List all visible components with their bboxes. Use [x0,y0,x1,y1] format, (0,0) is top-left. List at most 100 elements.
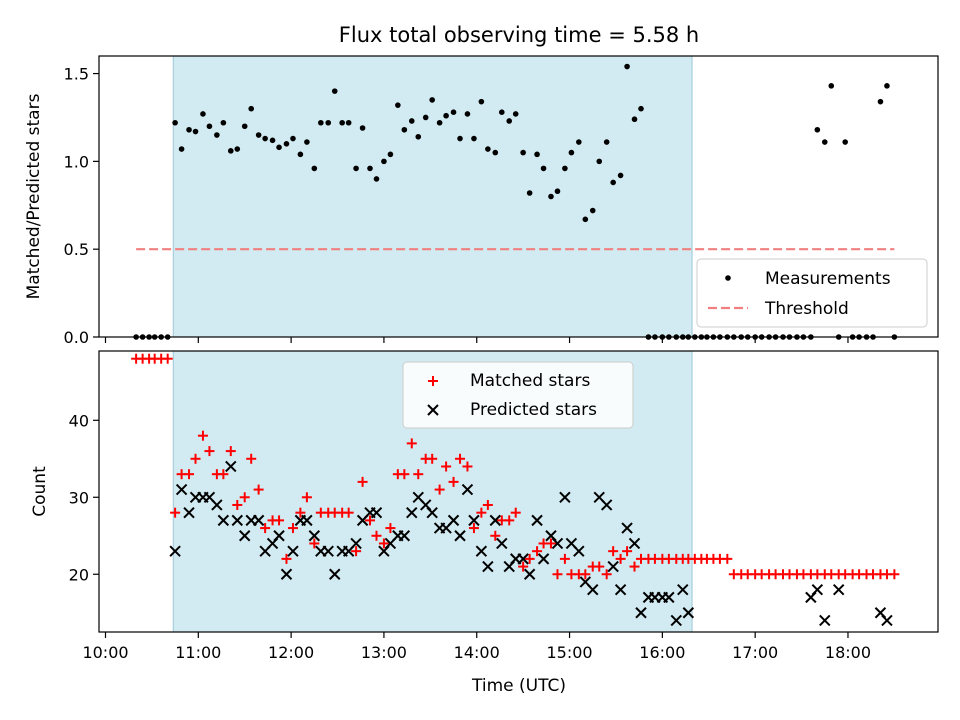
measurement-point [353,165,359,172]
legend-threshold-label: Threshold [764,299,849,319]
predicted-star-marker [329,568,341,580]
predicted-star-stroke-b [308,530,321,542]
measurement-point [304,139,310,145]
measurement-point [821,139,828,145]
predicted-star-marker [225,460,237,473]
measurement-point [842,139,848,145]
predicted-star-marker [447,514,460,527]
predicted-star-stroke-b [489,514,502,527]
x-tick-label: 12:00 [268,643,314,662]
measurement-point [387,151,394,158]
matched-star-marker [232,499,243,510]
measurement-point [582,216,589,223]
matched-star-marker [170,507,181,518]
matched-star-marker [722,553,733,564]
measurement-point [186,126,192,133]
bottom-x-axis: 10:00 11:00 12:00 13:00 14:00 15:00 16:00 17:00… [82,632,871,662]
predicted-star-stroke-b [273,530,285,542]
predicted-star-marker [531,514,543,527]
predicted-star-marker [301,514,313,527]
legend-box [402,361,634,429]
predicted-star-stroke-b [482,560,494,573]
predicted-star-marker [217,514,230,527]
measurement-point [192,128,199,135]
bottom-legend: Matched stars Predicted stars [402,361,634,429]
measurement-point [381,158,387,165]
measurement-point [492,149,499,156]
matched-star-marker [190,453,201,464]
legend-box [696,258,928,328]
measurement-point [227,148,234,154]
x-tick-label: 17:00 [732,643,778,662]
predicted-star-marker [635,607,647,619]
predicted-star-stroke-b [203,491,216,503]
matched-star-marker [351,546,362,557]
predicted-star-stroke-b [565,537,578,550]
measurement-point [214,132,220,138]
matched-star-marker [594,561,605,572]
predicted-star-stroke-b [523,568,536,580]
predicted-star-stroke-b [677,583,689,596]
measurement-point [178,146,185,152]
bottom-panel: 20 30 40 10:00 11:00 12:00 13:00 14:00 15:00 16:… [30,350,939,696]
predicted-star-marker [551,537,564,550]
predicted-star-stroke-b [406,506,418,519]
predicted-star-marker [523,568,536,580]
measurement-point [534,151,540,158]
y-tick-label: 0.5 [64,240,89,259]
matched-star-marker [197,430,208,441]
top-y-axis-label: Matched/Predicted stars [24,93,44,299]
predicted-star-stroke-b [628,537,641,550]
matched-star-marker [301,492,312,503]
measurement-point [568,149,575,156]
measurement-point [877,98,884,105]
predicted-star-stroke-b [670,614,682,627]
matched-star-marker [552,569,563,580]
measurement-point [512,111,519,117]
measurement-point [318,119,324,126]
predicted-star-marker [280,568,293,580]
predicted-star-marker [169,545,181,557]
measurement-point [603,139,610,145]
measurement-point [638,105,644,112]
matched-star-marker [357,476,368,487]
predicted-star-marker [628,537,641,550]
predicted-star-stroke-b [614,583,627,596]
predicted-star-stroke-b [426,506,438,519]
matched-star-marker [260,523,271,534]
legend-predicted-stroke-b [427,404,439,416]
measurement-point [884,83,890,89]
predicted-star-marker [175,483,188,496]
bottom-y-axis: 20 30 40 [69,411,99,584]
top-x-axis [104,337,849,343]
predicted-star-stroke-b [635,607,647,619]
predicted-star-marker [231,514,243,527]
y-tick-label: 30 [69,488,89,507]
predicted-star-marker [482,560,494,573]
predicted-star-marker [475,545,488,557]
measurement-point [339,119,345,126]
matched-star-marker [162,353,173,364]
predicted-star-stroke-b [551,537,564,550]
top-axes-frame [98,55,939,338]
measurement-point [617,172,624,179]
measurement-point [624,63,630,70]
predicted-star-marker [517,553,529,565]
predicted-star-stroke-b [412,491,424,503]
matched-star-marker [580,569,591,580]
predicted-star-stroke-b [468,514,480,527]
predicted-star-stroke-b [183,506,195,519]
chart-title: Flux total observing time = 5.58 h [339,23,699,47]
predicted-star-marker [573,545,585,557]
matched-star-marker [441,461,452,472]
measurement-point [429,97,435,103]
measurement-point [220,119,227,126]
measurement-point [478,98,485,105]
matched-star-marker [532,546,543,557]
top-y-axis: 0.0 0.5 1.0 1.5 [64,65,99,347]
predicted-star-stroke-b [329,568,341,580]
predicted-star-stroke-b [819,614,831,627]
predicted-star-stroke-b [559,491,571,503]
predicted-star-stroke-b [252,514,265,527]
measurement-point [471,135,477,142]
